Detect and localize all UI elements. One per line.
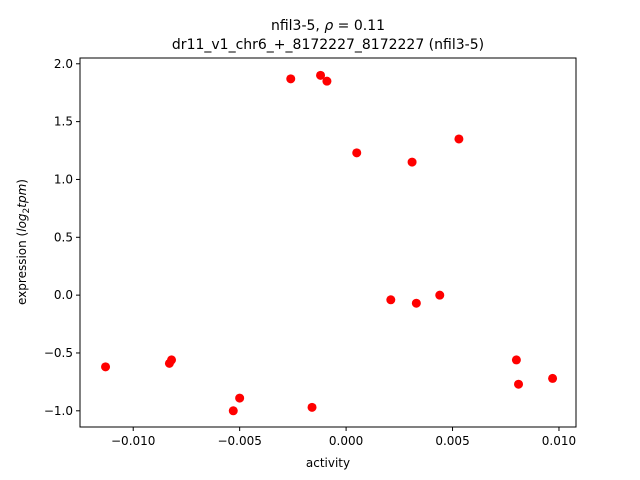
data-point (228, 406, 238, 416)
data-point (454, 134, 464, 144)
y-tick-label: 0.5 (54, 230, 73, 244)
chart-title-line2: dr11_v1_chr6_+_8172227_8172227 (nfil3-5) (172, 37, 484, 53)
x-tick-label: −0.005 (217, 434, 261, 448)
data-point (316, 70, 326, 80)
data-point (101, 362, 111, 372)
x-tick-label: 0.010 (542, 434, 576, 448)
chart-title-line1: nfil3-5, ρ = 0.11 (271, 18, 385, 34)
data-point (548, 373, 558, 383)
data-point (511, 355, 521, 365)
y-tick-label: −1.0 (44, 404, 73, 418)
plot-area (79, 57, 577, 428)
data-points (101, 70, 558, 416)
y-tick-label: 2.0 (54, 57, 73, 71)
data-point (386, 295, 396, 305)
data-point (235, 393, 245, 403)
data-point (435, 290, 445, 300)
data-point (307, 402, 317, 412)
data-point (286, 74, 296, 84)
data-point (411, 298, 421, 308)
y-tick-label: 1.5 (54, 115, 73, 129)
data-point (352, 148, 362, 158)
x-axis-label: activity (306, 456, 350, 470)
plot-frame (79, 57, 577, 428)
data-point (407, 157, 417, 167)
x-axis: −0.010 −0.005 0.000 0.005 0.010 (111, 427, 576, 448)
x-tick-label: −0.010 (111, 434, 155, 448)
data-point (514, 379, 524, 389)
data-point (167, 355, 177, 365)
y-axis-label: expression (log2tpm) (15, 179, 32, 305)
y-tick-label: 0.0 (54, 288, 73, 302)
y-axis: −1.0 −0.5 0.0 0.5 1.0 1.5 2.0 (44, 57, 80, 418)
y-tick-label: 1.0 (54, 172, 73, 186)
x-tick-label: 0.000 (329, 434, 363, 448)
x-tick-label: 0.005 (435, 434, 469, 448)
data-point (322, 76, 332, 86)
y-tick-label: −0.5 (44, 346, 73, 360)
